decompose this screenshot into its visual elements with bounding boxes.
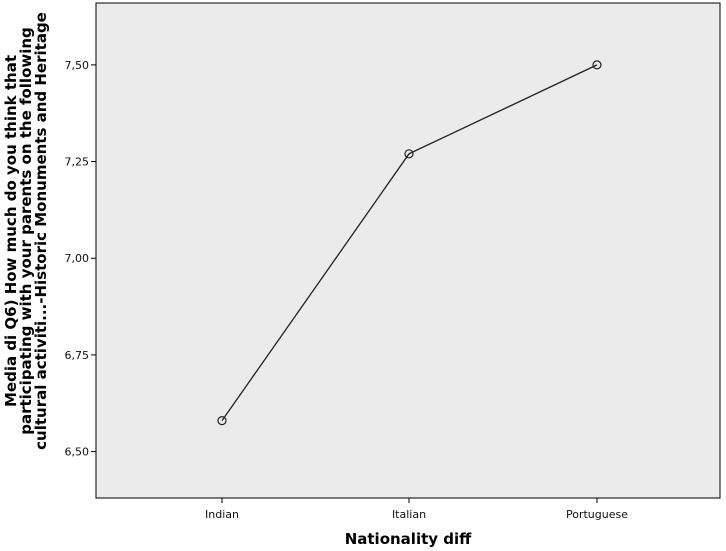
y-tick-label: 7,25: [65, 156, 90, 169]
y-tick-label: 6,50: [65, 446, 90, 459]
series-layer: [217, 60, 602, 426]
data-point: [404, 149, 414, 159]
x-tick-label: Indian: [205, 508, 239, 521]
y-tick-label: 7,50: [65, 59, 90, 72]
y-axis-title-line-1: Media di Q6) How much do you think that: [2, 55, 20, 407]
y-axis-title-line-2: participating with your parents on the f…: [17, 27, 35, 435]
x-tick-label: Portuguese: [566, 508, 628, 521]
y-tick-label: 7,00: [65, 252, 90, 265]
y-axis-title-line-3: cultural activiti...-Historic Monuments …: [32, 12, 50, 450]
x-tick-label: Italian: [392, 508, 426, 521]
ticks-layer: 6,50 6,75 7,00 7,25 7,50 Indian Italian Portugu…: [65, 59, 629, 521]
plot-area: [95, 2, 721, 499]
y-tick-label: 6,75: [65, 349, 90, 362]
x-axis-title: Nationality diff: [345, 530, 472, 548]
series-line: [221, 64, 598, 422]
data-point: [592, 60, 602, 70]
data-point: [217, 416, 227, 426]
y-axis-title: Media di Q6) How much do you think that …: [2, 12, 50, 450]
